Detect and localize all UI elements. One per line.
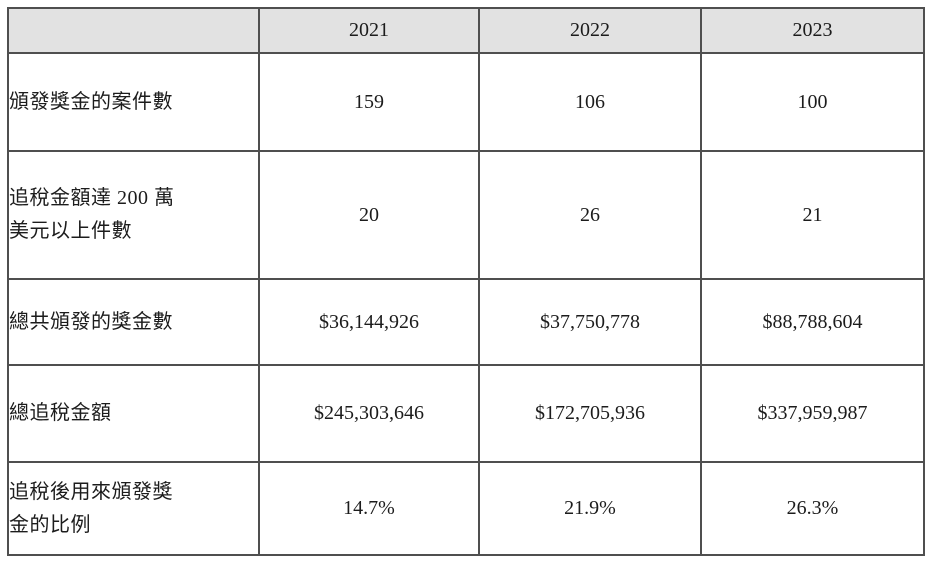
cell-value: $88,788,604: [700, 278, 925, 366]
cell-value: 14.7%: [258, 461, 480, 556]
header-row: 2021 2022 2023: [7, 7, 925, 54]
table-row: 總共頒發的獎金數 $36,144,926 $37,750,778 $88,788…: [7, 278, 925, 366]
row-label-total-awards: 總共頒發的獎金數: [7, 278, 260, 366]
cell-value: 100: [700, 52, 925, 152]
cell-value: $172,705,936: [478, 364, 702, 463]
column-header-2023: 2023: [700, 7, 925, 54]
cell-value: 159: [258, 52, 480, 152]
cell-value: 26.3%: [700, 461, 925, 556]
cell-value: 106: [478, 52, 702, 152]
cell-value: 20: [258, 150, 480, 280]
column-header-2022: 2022: [478, 7, 702, 54]
row-label-award-cases: 頒發獎金的案件數: [7, 52, 260, 152]
cell-value: 26: [478, 150, 702, 280]
table-row: 頒發獎金的案件數 159 106 100: [7, 52, 925, 152]
table-row: 追稅金額達 200 萬 美元以上件數 20 26 21: [7, 150, 925, 280]
row-label-award-ratio: 追稅後用來頒發獎 金的比例: [7, 461, 260, 556]
row-label-cases-over-2m: 追稅金額達 200 萬 美元以上件數: [7, 150, 260, 280]
cell-value: $36,144,926: [258, 278, 480, 366]
cell-value: $337,959,987: [700, 364, 925, 463]
cell-value: $245,303,646: [258, 364, 480, 463]
table-row: 追稅後用來頒發獎 金的比例 14.7% 21.9% 26.3%: [7, 461, 925, 556]
cell-value: 21.9%: [478, 461, 702, 556]
cell-value: 21: [700, 150, 925, 280]
row-label-total-tax-recovered: 總追稅金額: [7, 364, 260, 463]
statistics-table: 2021 2022 2023 頒發獎金的案件數 159 106 100 追稅金額…: [7, 7, 925, 556]
table-row: 總追稅金額 $245,303,646 $172,705,936 $337,959…: [7, 364, 925, 463]
column-header-2021: 2021: [258, 7, 480, 54]
cell-value: $37,750,778: [478, 278, 702, 366]
column-header-empty: [7, 7, 260, 54]
